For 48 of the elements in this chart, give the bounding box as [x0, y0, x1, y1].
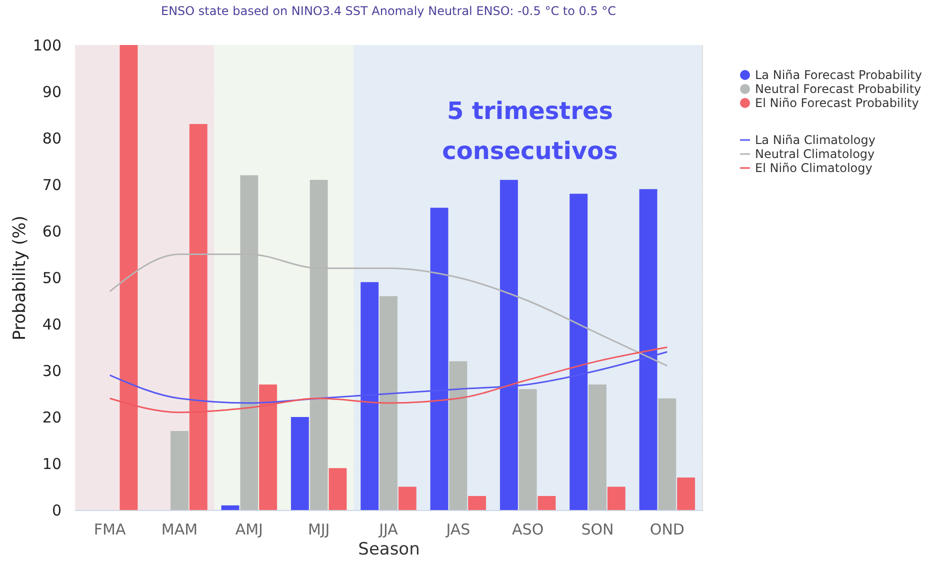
x-tick-label: OND: [650, 520, 684, 538]
x-tick-label: JJA: [378, 520, 399, 538]
y-tick-label: 30: [42, 362, 62, 380]
bar: [221, 505, 240, 510]
x-tick-label: JAS: [445, 520, 470, 538]
legend-label: El Niño Climatology: [755, 161, 872, 175]
y-axis-title: Probability (%): [10, 216, 30, 340]
bar: [468, 496, 486, 510]
bar: [328, 468, 347, 510]
y-tick-label: 40: [42, 316, 62, 334]
y-tick-label: 20: [42, 408, 62, 426]
y-tick-label: 0: [52, 502, 62, 520]
chart-title: ENSO state based on NINO3.4 SST Anomaly Neutral ENSO: -0.5 °C to 0.5 °C: [160, 4, 616, 18]
bar: [449, 361, 468, 510]
x-tick-label: FMA: [94, 520, 126, 538]
bar: [189, 124, 208, 510]
bar: [290, 417, 309, 510]
line-series: [109, 346, 668, 414]
y-tick-label: 60: [42, 222, 62, 240]
bar: [658, 398, 676, 510]
legend-label: La Niña Climatology: [755, 133, 876, 147]
bar: [259, 384, 278, 510]
x-tick-label: MJJ: [308, 520, 330, 538]
y-tick-label: 90: [42, 83, 62, 101]
legend-label: Neutral Climatology: [755, 147, 875, 161]
legend-label: El Niño Forecast Probability: [755, 96, 919, 110]
y-tick-label: 70: [42, 176, 62, 194]
annotation: 5 trimestres consecutivos: [442, 97, 618, 165]
legend-label: Neutral Forecast Probability: [755, 82, 922, 96]
bar: [538, 496, 556, 510]
bar: [120, 45, 138, 510]
y-tick-label: 100: [32, 36, 62, 54]
bar: [677, 477, 696, 510]
legend-label: La Niña Forecast Probability: [755, 68, 922, 82]
y-tick-label: 10: [42, 455, 62, 473]
y-tick-label: 80: [42, 130, 62, 148]
bar: [588, 384, 606, 510]
x-axis-title: Season: [358, 540, 420, 560]
bar: [398, 486, 416, 510]
x-tick-label: ASO: [512, 520, 544, 538]
x-tick-label: MAM: [161, 520, 198, 538]
y-tick-label: 50: [42, 269, 62, 287]
bar: [170, 430, 188, 510]
x-tick-label: SON: [581, 520, 614, 538]
x-tick-label: AMJ: [235, 520, 263, 538]
bar: [607, 486, 626, 510]
bar: [380, 296, 398, 510]
bar: [518, 389, 537, 510]
